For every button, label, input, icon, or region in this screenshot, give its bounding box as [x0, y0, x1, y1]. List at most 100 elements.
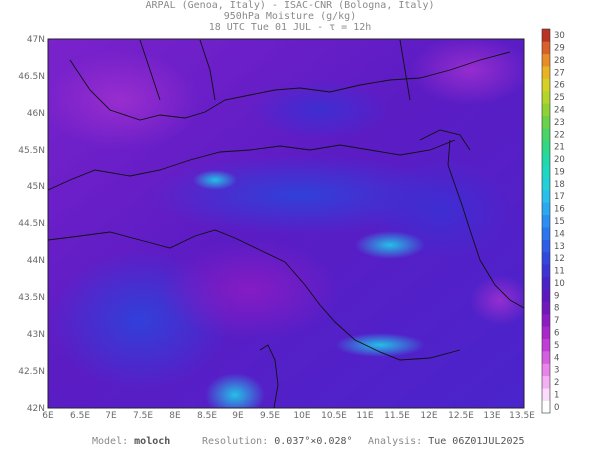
lat-tick-label: 42N	[27, 404, 45, 414]
lon-tick-label: 12.5E	[448, 411, 474, 421]
footer-resolution: Resolution: 0.037°×0.028°	[202, 436, 353, 447]
lat-tick-label: 44N	[27, 256, 45, 266]
colorbar-swatch	[542, 239, 550, 253]
colorbar-swatch	[542, 90, 550, 104]
moisture-field	[48, 39, 524, 408]
colorbar-tick-label: 15	[554, 217, 565, 227]
colorbar-swatch	[542, 313, 550, 327]
colorbar-tick-label: 1	[554, 390, 559, 400]
colorbar-tick-label: 0	[554, 403, 559, 413]
lon-tick-label: 6E	[42, 411, 54, 421]
lon-tick-label: 9.5E	[260, 411, 280, 421]
colorbar-tick-label: 9	[554, 291, 559, 301]
map-header-agency: ARPAL (Genoa, Italy) - ISAC-CNR (Bologna…	[145, 0, 435, 11]
colorbar-tick-label: 26	[554, 81, 565, 91]
colorbar-tick-label: 19	[554, 167, 565, 177]
footer-analysis: Analysis: Tue 06Z01JUL2025	[368, 436, 525, 447]
colorbar-swatch	[542, 66, 550, 79]
lat-tick-label: 43N	[27, 330, 45, 340]
colorbar-tick-label: 18	[554, 180, 565, 190]
colorbar-tick-label: 10	[554, 279, 565, 289]
lon-tick-label: 8.5E	[197, 411, 217, 421]
colorbar-swatch	[542, 301, 550, 315]
longitude-labels: 6E 6.5E 7E 7.5E 8E 8.5E 9E 9.5E 10E 10.5…	[42, 411, 535, 421]
colorbar-swatch	[542, 152, 550, 166]
colorbar-tick-label: 8	[554, 304, 559, 314]
lat-tick-label: 44.5N	[18, 219, 45, 229]
colorbar-tick-label: 11	[554, 267, 565, 277]
colorbar-swatch	[542, 264, 550, 278]
colorbar-tick-label: 2	[554, 378, 559, 388]
lat-tick-label: 42.5N	[18, 367, 45, 377]
model-label: Model:	[92, 436, 129, 447]
analysis-label: Analysis:	[368, 436, 423, 447]
lat-tick-label: 43.5N	[18, 293, 45, 303]
colorbar-swatch	[542, 140, 550, 154]
colorbar-tick-label: 7	[554, 316, 559, 326]
latitude-labels: 47N 46.5N 46N 45.5N 45N 44.5N 44N 43.5N …	[18, 35, 45, 414]
lon-tick-label: 8E	[169, 411, 181, 421]
lon-tick-label: 12E	[420, 411, 437, 421]
resolution-value: 0.037°×0.028°	[274, 436, 353, 447]
analysis-value: Tue 06Z01JUL2025	[428, 436, 525, 447]
lon-tick-label: 10.5E	[321, 411, 347, 421]
colorbar-swatch	[542, 165, 550, 178]
colorbar-swatch	[542, 41, 550, 55]
colorbar-tick-label: 25	[554, 93, 565, 103]
colorbar-swatch	[542, 351, 550, 364]
colorbar-tick-label: 21	[554, 143, 565, 153]
colorbar-frame	[541, 28, 551, 414]
colorbar-swatch	[542, 338, 550, 352]
colorbar-swatch	[542, 190, 550, 203]
colorbar-tick-label: 28	[554, 56, 565, 66]
colorbar-swatch	[542, 214, 550, 228]
colorbar-tick-label: 24	[554, 106, 565, 116]
lon-tick-label: 11E	[356, 411, 373, 421]
resolution-label: Resolution:	[202, 436, 269, 447]
model-value: moloch	[134, 436, 171, 447]
colorbar-tick-label: 27	[554, 68, 565, 78]
colorbar-tick-label: 5	[554, 341, 559, 351]
lat-tick-label: 46.5N	[18, 72, 45, 82]
colorbar-swatch	[542, 388, 550, 401]
colorbar-tick-label: 3	[554, 366, 559, 376]
colorbar-tick-label: 17	[554, 192, 565, 202]
lon-tick-label: 13E	[483, 411, 500, 421]
colorbar-swatch	[542, 227, 550, 240]
colorbar-tick-label: 29	[554, 44, 565, 54]
colorbar-swatch	[542, 375, 550, 389]
colorbar-swatch	[542, 53, 550, 67]
coastlines	[48, 39, 524, 408]
colorbar-swatch	[542, 29, 550, 42]
colorbar-swatch	[542, 202, 550, 216]
map-title-variable: 950hPa Moisture (g/kg)	[223, 11, 357, 22]
lon-tick-label: 9E	[232, 411, 244, 421]
colorbar-swatch	[542, 251, 550, 265]
lat-tick-label: 46N	[27, 109, 45, 119]
colorbar-swatch	[542, 326, 550, 339]
lon-tick-label: 7E	[105, 411, 117, 421]
colorbar-swatch	[542, 128, 550, 141]
lat-tick-label: 47N	[27, 35, 45, 45]
colorbar-tick-label: 20	[554, 155, 565, 165]
colorbar-swatch	[542, 363, 550, 377]
colorbar-tick-label: 30	[554, 31, 565, 41]
map-validity-time: 18 UTC Tue 01 JUL - τ = 12h	[208, 22, 372, 33]
colorbar-tick-label: 4	[554, 353, 559, 363]
colorbar-tick-label: 23	[554, 118, 565, 128]
lon-tick-label: 6.5E	[70, 411, 90, 421]
lat-tick-label: 45N	[27, 182, 45, 192]
colorbar-tick-label: 6	[554, 328, 559, 338]
lon-tick-label: 10E	[293, 411, 310, 421]
colorbar-swatch	[542, 276, 550, 290]
lat-tick-label: 45.5N	[18, 146, 45, 156]
map-frame	[47, 38, 525, 409]
colorbar-swatch	[542, 177, 550, 191]
colorbar-tick-label: 16	[554, 205, 565, 215]
colorbar-tick-label: 22	[554, 130, 565, 140]
colorbar-swatch	[542, 103, 550, 117]
lon-tick-label: 7.5E	[133, 411, 153, 421]
lon-tick-label: 13.5E	[509, 411, 535, 421]
colorbar-tick-label: 12	[554, 254, 565, 264]
lon-tick-label: 11.5E	[384, 411, 410, 421]
